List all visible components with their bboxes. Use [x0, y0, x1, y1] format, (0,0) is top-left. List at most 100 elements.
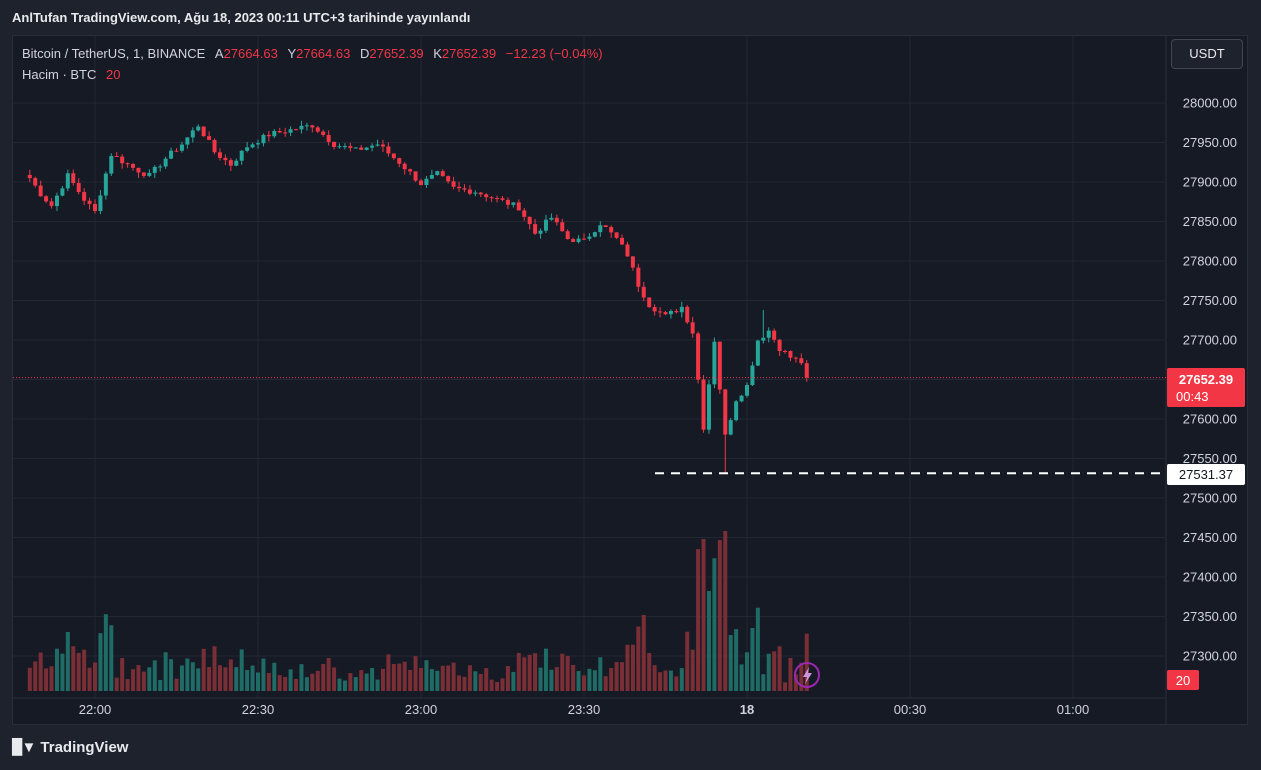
candle-body: [457, 186, 462, 189]
candle-body: [114, 156, 119, 158]
candle-body: [342, 146, 347, 148]
volume-bar: [272, 662, 277, 691]
candle-body: [256, 143, 260, 145]
volume-bar: [658, 672, 663, 691]
candle-body: [663, 312, 668, 315]
volume-bar: [647, 653, 652, 691]
candle-body: [609, 227, 614, 233]
volume-bar: [93, 662, 97, 691]
volume-bar: [131, 669, 136, 691]
candle-body: [571, 239, 576, 243]
volume-bar: [717, 540, 722, 691]
candle-body: [766, 330, 771, 338]
candle-body: [788, 351, 793, 358]
volume-bar: [27, 667, 32, 691]
x-tick-label: 23:30: [568, 702, 601, 717]
volume-bar: [609, 668, 614, 691]
legend-low-label: D: [359, 46, 370, 61]
candle-body: [717, 341, 722, 390]
candle-body: [576, 238, 581, 243]
candle-body: [505, 199, 510, 205]
volume-bar: [98, 633, 103, 691]
volume-bar: [755, 607, 760, 691]
volume-bar: [489, 679, 494, 691]
volume-bar: [402, 661, 407, 691]
candle-body: [603, 225, 608, 228]
volume-bar: [652, 665, 657, 691]
volume-bar: [451, 662, 456, 691]
candle-body: [565, 231, 570, 240]
volume-bar: [527, 654, 532, 691]
candle-body: [250, 144, 255, 148]
candle-body: [755, 340, 760, 366]
brand-text: TradingView: [40, 738, 129, 756]
volume-bar: [734, 629, 739, 691]
candle-body: [446, 176, 451, 182]
candle-body: [353, 147, 358, 149]
volume-bar: [370, 667, 375, 691]
candle-body: [223, 157, 228, 161]
volume-bar: [625, 644, 630, 691]
candle-body: [294, 129, 299, 131]
legend-volume-label[interactable]: Hacim · BTC: [22, 67, 97, 82]
volume-bar: [315, 670, 320, 691]
legend-symbol[interactable]: Bitcoin / TetherUS, 1, BINANCE: [22, 46, 206, 61]
candle-body: [652, 307, 657, 312]
candle-body: [728, 420, 733, 435]
legend-close: 27652.39: [441, 46, 497, 61]
currency-button[interactable]: USDT: [1171, 39, 1243, 69]
candle-body: [299, 125, 304, 130]
volume-bar: [190, 662, 195, 691]
volume-bar: [408, 669, 413, 691]
volume-bar: [674, 676, 679, 691]
volume-bar: [587, 668, 592, 691]
volume-bar: [745, 652, 749, 691]
y-tick-label: 27450.00: [1183, 530, 1237, 545]
candle-body: [543, 219, 548, 231]
volume-bar: [332, 667, 337, 691]
candle-body: [489, 197, 494, 199]
candle-body: [321, 131, 326, 135]
candle-body: [152, 166, 157, 173]
volume-bar: [250, 665, 255, 691]
volume-bar: [549, 669, 554, 691]
y-tick-label: 27800.00: [1183, 254, 1237, 269]
volume-bar: [478, 673, 483, 691]
volume-bar: [147, 667, 152, 691]
candle-body: [554, 217, 559, 223]
last-price-label: 27652.39: [1179, 372, 1233, 387]
volume-bar: [429, 669, 434, 691]
volume-bar: [706, 591, 711, 691]
volume-bar: [49, 666, 54, 691]
volume-bar: [739, 664, 744, 691]
volume-bar: [304, 677, 309, 691]
candle-body: [636, 267, 641, 287]
volume-bar: [207, 667, 212, 691]
volume-bar: [783, 682, 788, 691]
candle-body: [511, 202, 516, 205]
volume-bar: [239, 649, 244, 691]
volume-bar: [397, 663, 402, 691]
volume-bar: [152, 660, 157, 691]
volume-bar: [120, 658, 125, 691]
legend-symbol-row: Bitcoin / TetherUS, 1, BINANCE A27664.63…: [22, 45, 603, 66]
volume-badge: [1167, 670, 1199, 690]
candle-body: [516, 202, 521, 211]
lightning-bolt-icon: [803, 667, 812, 684]
candle-body: [625, 244, 630, 257]
candle-body: [761, 337, 766, 341]
volume-bar: [277, 675, 282, 691]
tradingview-brand[interactable]: ▉▼ TradingView: [12, 738, 129, 757]
candle-body: [522, 210, 527, 217]
volume-bar: [516, 652, 521, 691]
lightning-icon[interactable]: [794, 662, 820, 688]
candle-body: [239, 150, 244, 161]
candle-body: [527, 216, 532, 225]
candle-body: [484, 194, 489, 198]
volume-bar: [266, 673, 271, 691]
candle-body: [440, 171, 445, 177]
volume-bar: [457, 675, 462, 691]
y-tick-label: 27350.00: [1183, 609, 1237, 624]
candle-body: [196, 126, 201, 131]
